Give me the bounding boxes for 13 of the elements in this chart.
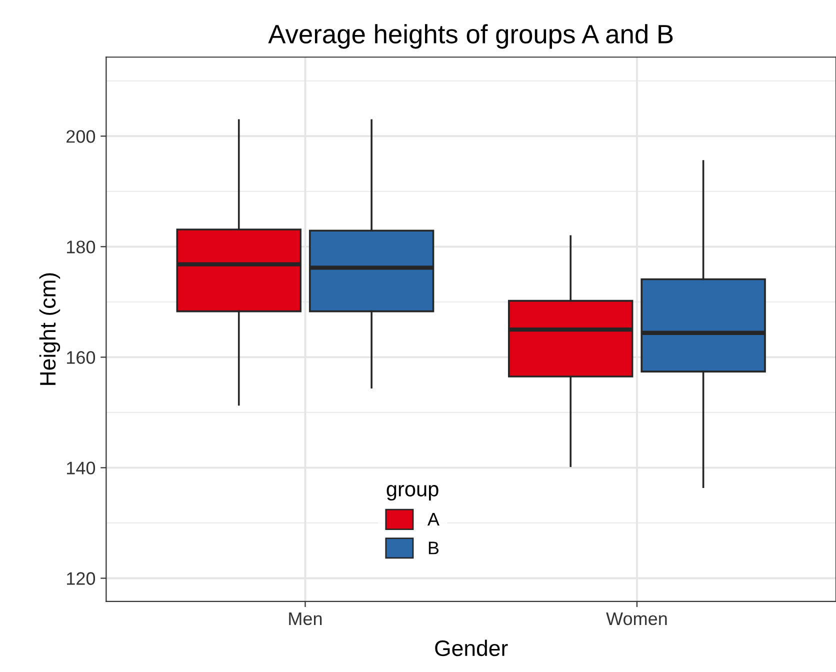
- y-tick-label: 180: [67, 240, 96, 254]
- x-tick-label: Women: [606, 612, 667, 626]
- y-tick-label: 200: [66, 130, 96, 143]
- y-tick-label: 160: [67, 351, 96, 364]
- legend-title: group: [386, 485, 438, 501]
- y-tick-label: 140: [67, 462, 96, 474]
- y-axis-title: Height (cm): [39, 273, 60, 385]
- x-tick-label: Men: [289, 612, 322, 626]
- y-tick-label: 120: [67, 572, 96, 585]
- legend-label: B: [428, 542, 439, 554]
- chart-title: Average heights of groups A and B: [268, 24, 673, 49]
- x-axis-title: Gender: [435, 640, 508, 656]
- legend-label: A: [427, 513, 440, 526]
